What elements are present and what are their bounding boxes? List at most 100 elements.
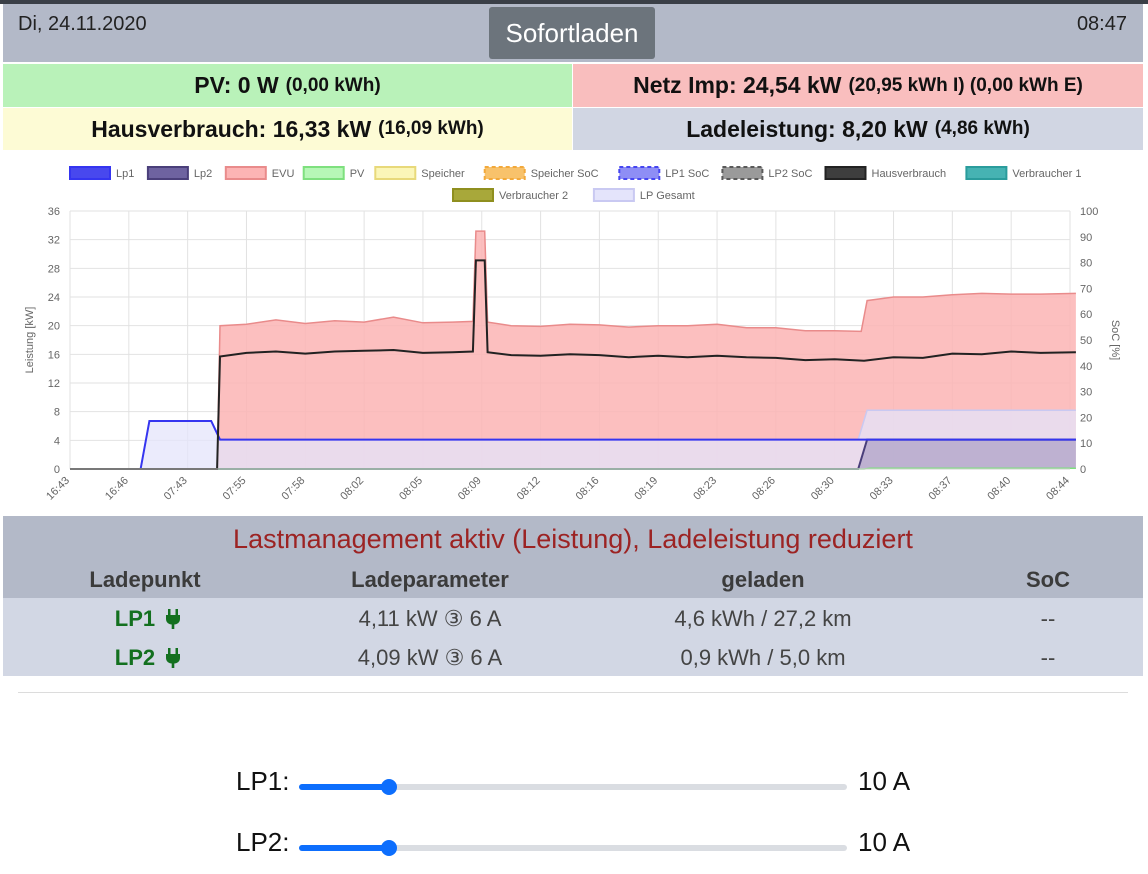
lp1-current-slider-row: LP1: 10 A <box>0 766 1148 806</box>
legend-label: LP2 SoC <box>768 168 812 180</box>
lp1-charged: 4,6 kWh / 27,2 km <box>674 606 852 631</box>
x-tick-label: 16:43 <box>44 475 72 503</box>
legend-label: EVU <box>272 168 295 180</box>
x-tick-label: 08:26 <box>750 475 778 503</box>
y-right-tick-label: 70 <box>1080 283 1092 295</box>
lp2-parameter: 4,09 kW ③ 6 A <box>357 645 503 670</box>
legend-label: Verbraucher 2 <box>499 190 568 202</box>
x-tick-label: 08:37 <box>927 475 955 503</box>
y-right-tick-label: 0 <box>1080 464 1086 476</box>
y-left-tick-label: 0 <box>54 464 60 476</box>
legend-swatch <box>69 166 111 180</box>
x-tick-label: 08:09 <box>456 475 484 503</box>
legend-swatch <box>224 166 267 180</box>
x-tick-label: 07:58 <box>279 475 307 503</box>
y-left-tick-label: 24 <box>48 292 60 304</box>
grid-energy: (20,95 kWh I) (0,00 kWh E) <box>848 74 1083 96</box>
legend-label: Lp2 <box>194 168 212 180</box>
lp1-name: LP1 <box>114 606 156 631</box>
house-value: Hausverbrauch: 16,33 kW <box>91 115 372 142</box>
x-tick-label: 08:02 <box>338 475 366 503</box>
y-left-axis-label: Leistung [kW] <box>24 307 36 374</box>
lp1-slider-fill <box>299 784 389 790</box>
legend-swatch <box>374 166 417 180</box>
y-right-tick-label: 20 <box>1080 412 1092 424</box>
charge-tile: Ladeleistung: 8,20 kW (4,86 kWh) <box>573 108 1143 150</box>
x-tick-label: 08:40 <box>985 475 1013 503</box>
y-right-tick-label: 60 <box>1080 309 1092 321</box>
y-right-tick-label: 40 <box>1080 361 1092 373</box>
lp2-charged: 0,9 kWh / 5,0 km <box>680 645 846 670</box>
table-row[interactable]: LP2 <box>98 645 198 671</box>
x-tick-label: 08:12 <box>515 475 543 503</box>
charge-mode-button[interactable]: Sofortladen <box>489 7 655 59</box>
time-display: 08:47 <box>1076 13 1127 35</box>
lp2-soc: -- <box>1040 645 1056 670</box>
legend-label: PV <box>350 168 365 180</box>
lp2-slider-value: 10 A <box>858 827 911 857</box>
x-tick-label: 08:16 <box>574 475 602 503</box>
lp1-slider-value: 10 A <box>858 766 911 796</box>
lp2-slider-fill <box>299 845 389 851</box>
plug-icon <box>166 609 181 629</box>
lp1-slider-thumb[interactable] <box>380 779 397 795</box>
header-geladen: geladen <box>721 567 805 592</box>
lp1-current-slider[interactable] <box>299 779 847 795</box>
legend-label: Speicher <box>421 168 465 180</box>
legend-label: Hausverbrauch <box>872 168 947 180</box>
pv-value: PV: 0 W <box>194 72 279 98</box>
lp2-area <box>70 439 1076 469</box>
x-tick-label: 08:33 <box>868 475 896 503</box>
lp2-slider-label: LP2: <box>236 827 290 857</box>
charge-energy: (4,86 kWh) <box>934 118 1030 139</box>
divider <box>18 692 1128 693</box>
pv-energy: (0,00 kWh) <box>285 74 381 96</box>
legend-swatch <box>965 166 1008 180</box>
x-tick-label: 08:23 <box>691 475 719 503</box>
house-tile: Hausverbrauch: 16,33 kW (16,09 kWh) <box>3 108 572 150</box>
legend-swatch <box>618 166 661 180</box>
y-left-tick-label: 8 <box>54 407 60 419</box>
evu-line <box>70 230 1076 470</box>
legend-label: LP Gesamt <box>640 190 695 202</box>
x-tick-label: 08:05 <box>397 475 425 503</box>
legend-swatch <box>302 166 345 180</box>
y-left-tick-label: 12 <box>48 378 60 390</box>
x-tick-label: 08:44 <box>1044 475 1072 503</box>
date-display: Di, 24.11.2020 <box>18 13 147 35</box>
x-tick-label: 16:46 <box>103 475 131 503</box>
legend-swatch <box>452 188 494 202</box>
chargepoint-table: LP1 4,11 kW ③ 6 A 4,6 kWh / 27,2 km -- L… <box>3 598 1143 676</box>
lp2-name: LP2 <box>114 645 156 670</box>
lp2-current-slider[interactable] <box>299 840 847 856</box>
y-right-tick-label: 10 <box>1080 438 1092 450</box>
x-tick-label: 08:30 <box>809 475 837 503</box>
house-energy: (16,09 kWh) <box>378 118 484 139</box>
y-left-tick-label: 16 <box>48 349 60 361</box>
grid-value: Netz Imp: 24,54 kW <box>633 72 842 98</box>
lp1-soc: -- <box>1040 606 1056 631</box>
lp1-slider-label: LP1: <box>236 766 290 796</box>
y-right-tick-label: 80 <box>1080 258 1092 270</box>
legend-label: LP1 SoC <box>665 168 709 180</box>
legend-swatch <box>592 188 635 202</box>
lp1-parameter: 4,11 kW ③ 6 A <box>358 606 502 631</box>
header-ladeparameter: Ladeparameter <box>351 567 509 592</box>
y-left-tick-label: 28 <box>48 263 60 275</box>
loadmanagement-message: Lastmanagement aktiv (Leistung), Ladelei… <box>233 524 913 554</box>
y-right-tick-label: 30 <box>1080 387 1092 399</box>
hausverbrauch-line <box>70 259 1076 470</box>
power-chart: Lp1 Lp2 EVU PV Speicher Speicher SoC LP1 SoC LP… <box>24 166 1121 503</box>
lp2-slider-thumb[interactable] <box>380 840 397 856</box>
pv-tile: PV: 0 W (0,00 kWh) <box>3 64 572 107</box>
legend-swatch <box>483 166 526 180</box>
y-left-tick-label: 20 <box>48 321 60 333</box>
legend-swatch <box>721 166 764 180</box>
table-row[interactable]: LP1 <box>98 606 198 632</box>
loadmanagement-section: Lastmanagement aktiv (Leistung), Ladelei… <box>3 516 1143 598</box>
legend-label: Verbraucher 1 <box>1012 168 1081 180</box>
y-left-tick-label: 4 <box>54 435 60 447</box>
legend-swatch <box>146 166 189 180</box>
header-ladepunkt: Ladepunkt <box>89 567 201 592</box>
y-right-tick-label: 100 <box>1080 206 1098 218</box>
